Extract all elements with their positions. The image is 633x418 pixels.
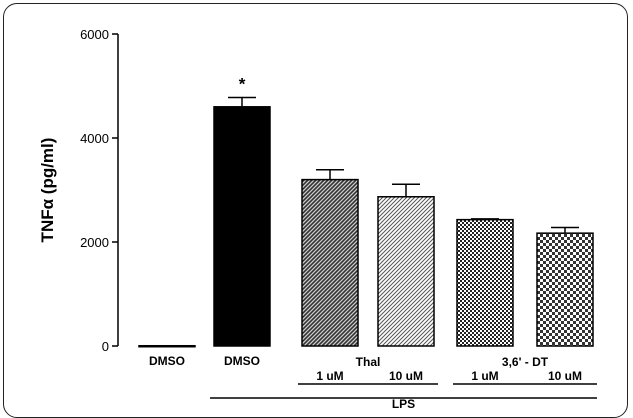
bar-label: 10 uM (389, 369, 423, 383)
bar-label: DMSO (149, 354, 185, 368)
axes: 0 2000 4000 6000 (80, 27, 119, 354)
y-tick-label: 0 (102, 339, 109, 354)
bar-label: 1 uM (316, 369, 343, 383)
y-axis-label: TNFα (pg/ml) (38, 138, 57, 243)
significance-marker: * (239, 74, 246, 93)
bar (301, 178, 359, 347)
group-label: 3,6' - DT (502, 355, 549, 369)
bars: * (138, 74, 594, 348)
bar (456, 218, 514, 347)
y-tick-label: 6000 (80, 27, 109, 42)
y-tick-label: 2000 (80, 235, 109, 250)
bar-label: DMSO (224, 354, 260, 368)
bar (138, 344, 196, 348)
bar (377, 196, 435, 347)
bar (213, 106, 271, 347)
bar-label: 10 uM (548, 369, 582, 383)
bar-label: 1 uM (471, 369, 498, 383)
bar (536, 232, 594, 347)
super-group-label: LPS (392, 397, 415, 410)
category-labels: DMSO DMSO 1 uM 10 uM 1 uM 10 uM Thal 3,6' - DT L… (149, 354, 597, 410)
y-tick-label: 4000 (80, 131, 109, 146)
group-label: Thal (356, 355, 381, 369)
